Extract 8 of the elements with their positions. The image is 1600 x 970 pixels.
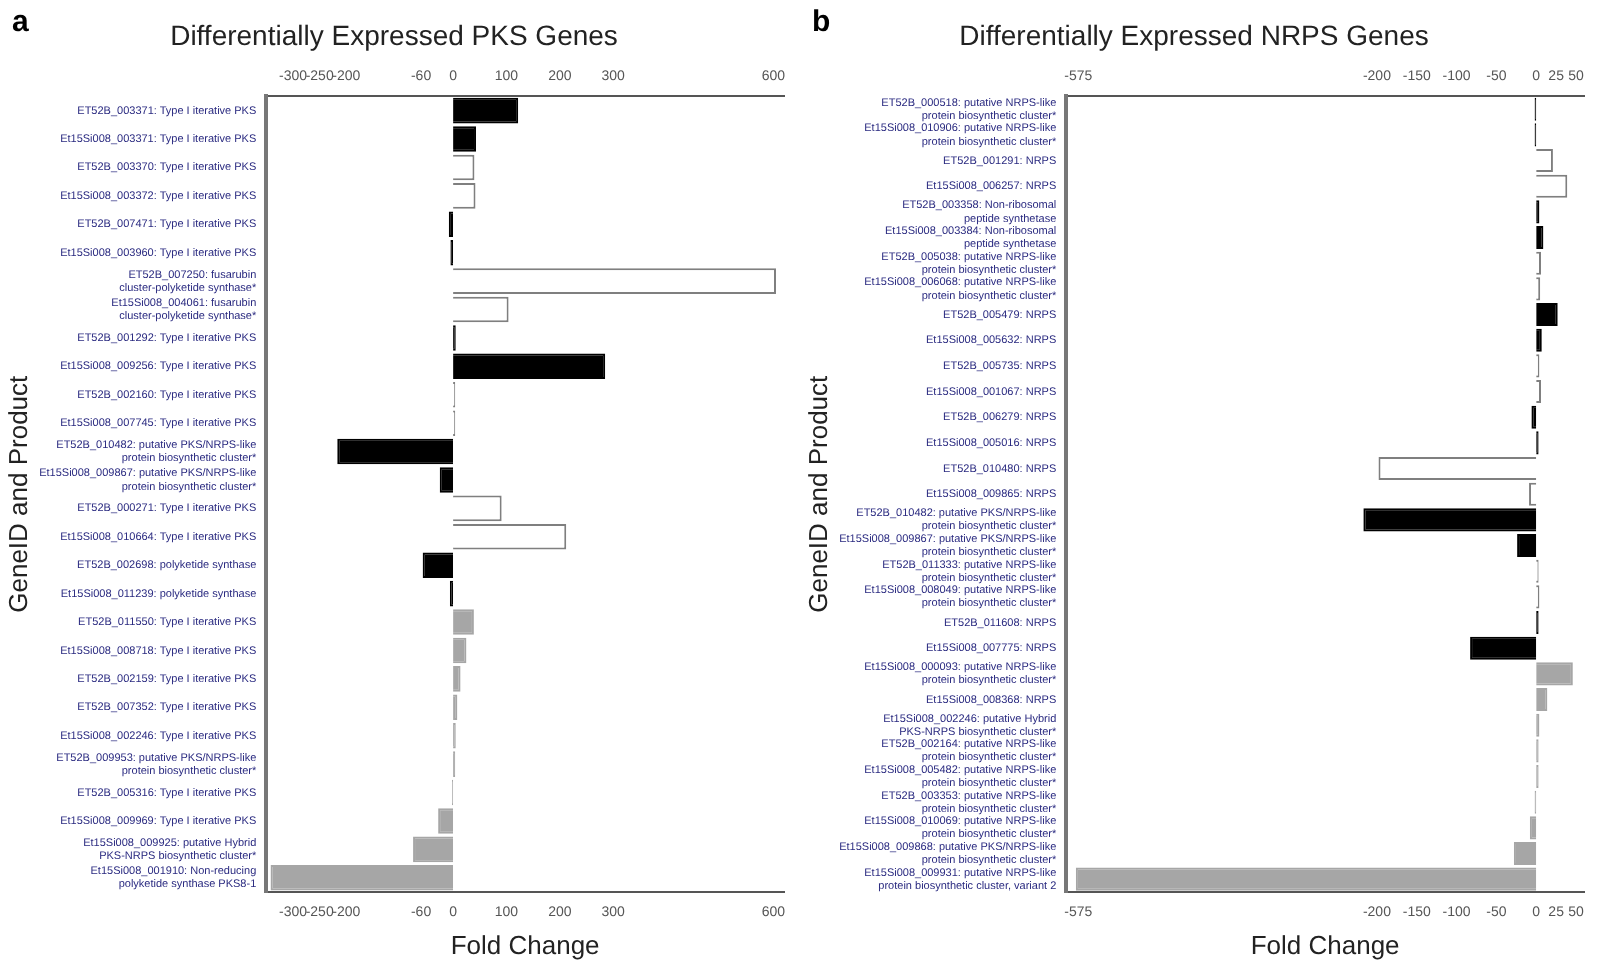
chart-title: Differentially Expressed PKS Genes: [170, 18, 618, 51]
chart-title: Differentially Expressed NRPS Genes: [959, 18, 1429, 51]
text: b: [812, 5, 831, 40]
text: a: [12, 5, 30, 40]
x-axis-title: Fold Change: [1250, 929, 1400, 960]
y-axis-title: GeneID and Product: [802, 374, 833, 613]
x-axis-title: Fold Change: [450, 929, 600, 960]
y-axis-title: GeneID and Product: [2, 374, 33, 613]
